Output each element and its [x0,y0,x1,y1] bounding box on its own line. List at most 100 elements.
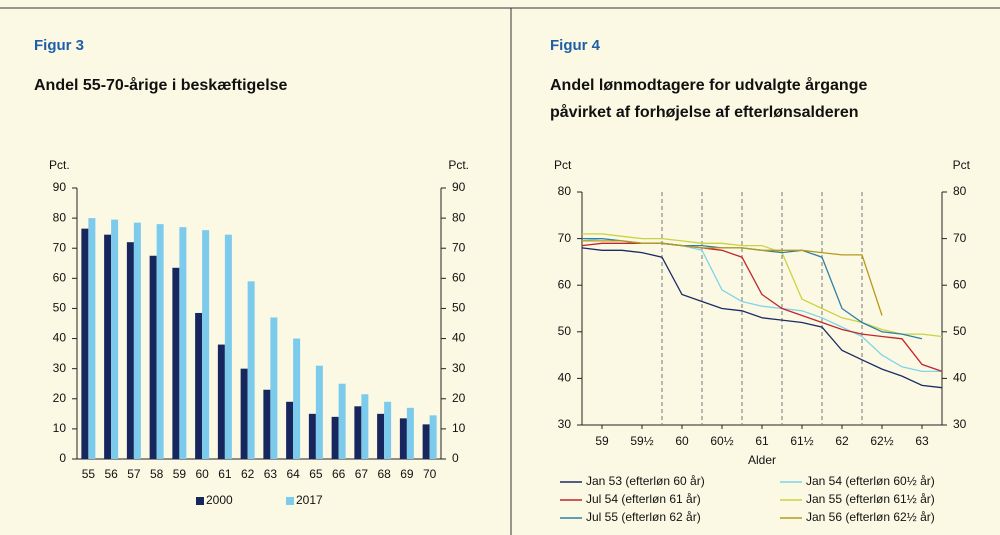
x-tick-label: 68 [377,467,391,481]
bar [111,219,119,459]
y-tick-label: 80 [558,184,572,198]
y-tick-label: 70 [53,240,67,254]
bar [156,224,164,459]
y-tick-label: 70 [558,231,572,245]
y2-unit: Pct. [448,158,469,172]
y-tick-label: 30 [558,417,572,431]
legend-swatch [196,497,204,505]
legend-label: Jan 53 (efterløn 60 år) [586,474,705,488]
line-series [582,233,943,338]
bar [384,401,392,459]
bar [104,234,112,459]
line-series [582,237,923,340]
figure-label: Figur 4 [550,37,601,54]
x-tick-label: 66 [332,467,346,481]
x-tick-label: 57 [127,467,141,481]
y2-tick-label: 10 [452,421,466,435]
y2-tick-label: 80 [452,210,466,224]
y-tick-label: 50 [558,324,572,338]
y2-unit: Pct [953,158,971,172]
bar [195,312,203,459]
legend-label: Jan 56 (efterløn 62½ år) [806,510,935,524]
legend-label: Jul 54 (efterløn 61 år) [586,492,701,506]
line-series [581,247,943,389]
bar [263,389,271,459]
chart-title: Andel 55-70-årige i beskæftigelse [34,77,288,94]
x-tick-label: 62 [835,434,849,448]
x-tick-label: 59 [173,467,187,481]
x-axis-label: Alder [748,453,776,467]
x-tick-label: 63 [264,467,278,481]
y2-tick-label: 60 [953,277,967,291]
y-tick-label: 50 [53,301,67,315]
bar [224,234,232,459]
bar [293,338,301,459]
bar [179,227,187,459]
x-tick-label: 62 [241,467,255,481]
legend-label: Jan 54 (efterløn 60½ år) [806,474,935,488]
bar [286,401,294,459]
bar [315,365,323,459]
figure-label: Figur 3 [34,37,85,54]
x-tick-label: 59½ [630,434,653,448]
legend-label: Jul 55 (efterløn 62 år) [586,510,701,524]
y2-tick-label: 40 [452,331,466,345]
bar [217,344,225,459]
x-tick-label: 62½ [870,434,893,448]
bar [338,383,346,459]
line-series [581,242,943,373]
y-tick-label: 30 [53,361,67,375]
legend-label: 2017 [296,493,323,507]
legend-label: Jan 55 (efterløn 61½ år) [806,492,935,506]
x-tick-label: 60½ [710,434,733,448]
x-tick-label: 61 [218,467,232,481]
line-series [581,237,942,373]
bar [240,368,248,459]
x-tick-label: 56 [104,467,118,481]
x-tick-label: 58 [150,467,164,481]
y2-tick-label: 60 [452,271,466,285]
bar [172,267,180,459]
legend-swatch [286,497,294,505]
chart-title: Andel lønmodtagere for udvalgte årgange [550,77,868,94]
y-tick-label: 0 [59,451,66,465]
chart-title: påvirket af forhøjelse af efterlønsalder… [550,104,859,121]
x-tick-label: 61 [755,434,769,448]
x-tick-label: 60 [195,467,209,481]
bar [354,406,362,459]
y-tick-label: 40 [53,331,67,345]
y2-tick-label: 90 [452,180,466,194]
line-series [582,240,883,316]
bar [406,407,414,459]
bar [81,228,89,459]
y2-tick-label: 70 [953,231,967,245]
y-tick-label: 80 [53,210,67,224]
bar [270,317,278,459]
y-tick-label: 90 [53,180,67,194]
x-tick-label: 60 [675,434,689,448]
y-tick-label: 60 [53,271,67,285]
bar [126,242,134,459]
x-tick-label: 67 [355,467,369,481]
y2-tick-label: 80 [953,184,967,198]
y2-tick-label: 70 [452,240,466,254]
x-tick-label: 55 [82,467,96,481]
bar [133,222,141,459]
y-tick-label: 60 [558,277,572,291]
bar [247,281,255,459]
y-tick-label: 10 [53,421,67,435]
y-tick-label: 40 [558,371,572,385]
y-tick-label: 20 [53,391,67,405]
bar [361,394,369,459]
bar [88,218,96,459]
y2-tick-label: 50 [452,301,466,315]
y2-tick-label: 20 [452,391,466,405]
x-tick-label: 69 [400,467,414,481]
x-tick-label: 65 [309,467,323,481]
bar [331,416,339,459]
y2-tick-label: 40 [953,371,967,385]
x-tick-label: 63 [915,434,929,448]
bar [149,255,157,459]
